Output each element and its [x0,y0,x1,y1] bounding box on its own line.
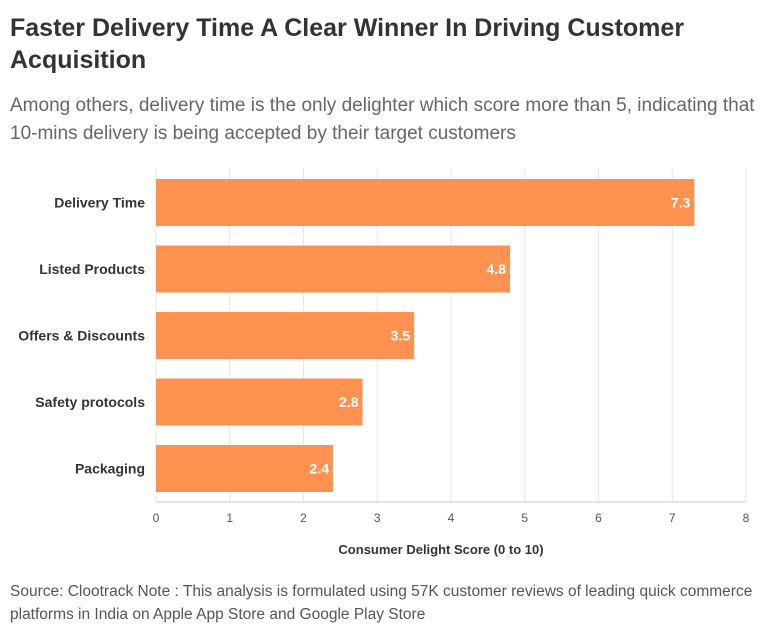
category-label: Delivery Time [54,195,145,211]
x-tick-label: 2 [300,511,307,525]
x-tick-label: 7 [669,511,676,525]
x-tick-label: 0 [153,511,160,525]
category-label: Packaging [75,461,145,477]
source-note: Source: Clootrack Note : This analysis i… [10,583,753,623]
chart-subtitle: Among others, delivery time is the only … [10,95,755,144]
x-axis-label: Consumer Delight Score (0 to 10) [338,542,543,557]
data-label: 7.3 [671,195,691,211]
bar [156,179,695,226]
bar [156,445,333,492]
category-label: Listed Products [39,261,145,277]
category-label: Offers & Discounts [18,328,145,344]
bar [156,378,363,426]
x-tick-label: 3 [374,511,381,525]
bar [156,312,415,359]
x-tick-label: 5 [521,511,528,525]
data-label: 4.8 [487,261,507,277]
x-tick-label: 1 [226,511,233,525]
bars [156,179,695,492]
x-tick-labels: 0 1 2 3 4 5 6 7 8 [153,511,750,525]
bar [156,245,510,293]
data-label: 2.4 [310,461,330,477]
chart-title: Faster Delivery Time A Clear Winner In D… [10,14,685,74]
data-label: 3.5 [391,328,411,344]
x-tick-label: 6 [595,511,602,525]
x-tick-label: 4 [448,511,455,525]
x-tick-label: 8 [743,511,750,525]
data-labels: 7.3 4.8 3.5 2.8 2.4 [310,195,691,477]
bar-chart: Delivery Time Listed Products Offers & Dis… [18,168,750,557]
category-label: Safety protocols [35,394,145,410]
data-label: 2.8 [339,394,359,410]
category-labels: Delivery Time Listed Products Offers & Dis… [18,195,145,477]
